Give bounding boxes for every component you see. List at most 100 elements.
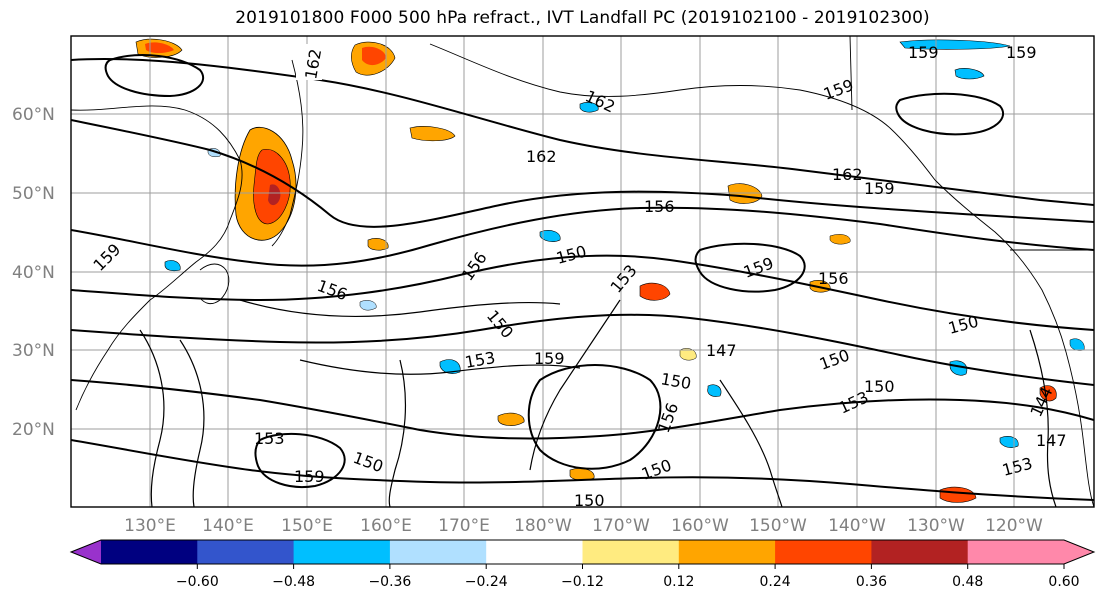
colorbar-tick-label: −0.24 <box>465 574 508 590</box>
contour-156 <box>71 206 1094 267</box>
asia-coastline <box>71 105 243 411</box>
positive-anomaly-patch <box>367 238 389 251</box>
colorbar-tick-label: 0.60 <box>1048 574 1079 590</box>
positive-anomaly-patch <box>409 126 456 142</box>
strong-positive-anomaly-patch <box>145 42 174 53</box>
positive-anomaly-patch <box>727 183 763 204</box>
colorbar-extension-max <box>1064 540 1094 564</box>
colorbar-outline <box>69 539 1096 565</box>
negative-anomaly-patch <box>539 230 561 242</box>
longitude-labels: 130°E 140°E 150°E 160°E 170°E 180°W 170°… <box>124 516 1043 536</box>
colorbar-tick-label: −0.60 <box>176 574 219 590</box>
lon-label: 160°W <box>671 516 729 536</box>
lat-label: 60°N <box>12 105 55 125</box>
contour-label: 150 <box>864 377 895 396</box>
contour-label: 159 <box>294 467 325 486</box>
lon-label: 150°W <box>749 516 807 536</box>
negative-anomaly-patch <box>164 260 181 272</box>
lat-label: 40°N <box>12 263 55 283</box>
max-anomaly-patch <box>268 184 281 206</box>
map-frame <box>70 35 1095 508</box>
japan-coastline <box>199 263 230 305</box>
lon-label: 160°E <box>360 516 412 536</box>
colorbar-tick-label: 0.24 <box>760 574 791 590</box>
colorbar-tick-label: 0.12 <box>663 574 694 590</box>
contour-159 <box>71 119 1094 228</box>
contour-label: 153 <box>254 429 285 448</box>
colorbar-tick-label: 0.48 <box>952 574 983 590</box>
lon-label: 130°E <box>124 516 176 536</box>
colorbar-segment <box>967 540 1065 564</box>
negative-anomaly-patch <box>954 68 985 80</box>
contour-147 <box>71 379 1094 440</box>
contour-150-south <box>71 439 1094 501</box>
alaska-coastline <box>429 43 936 181</box>
contour-thin <box>388 359 407 507</box>
contour-label: 159 <box>1006 43 1037 62</box>
colorbar-segments <box>69 539 1096 565</box>
lon-label: 170°E <box>438 516 490 536</box>
refractivity-contours <box>71 54 1094 501</box>
colorbar-segment <box>582 540 680 564</box>
shaded-anomalies <box>135 38 1085 503</box>
colorbar-tick-label: −0.12 <box>561 574 604 590</box>
contour-label: 156 <box>644 197 675 216</box>
colorbar-tick-label: 0.36 <box>856 574 887 590</box>
contour-label: 162 <box>526 147 557 166</box>
lon-label: 170°W <box>592 516 650 536</box>
figure-title: 2019101800 F000 500 hPa refract., IVT La… <box>235 8 930 28</box>
lon-label: 120°W <box>985 516 1043 536</box>
colorbar-segment <box>197 540 295 564</box>
contour-thin <box>299 359 581 375</box>
refractivity-contours-thin <box>139 299 1057 507</box>
weak-positive-anomaly-patch <box>829 234 851 245</box>
contour-thin <box>719 379 783 507</box>
colorbar-segment <box>678 540 776 564</box>
lon-label: 140°E <box>202 516 254 536</box>
negative-anomaly-patch <box>439 359 461 374</box>
colorbar-tick-label: −0.36 <box>368 574 411 590</box>
contour-label: 150 <box>574 491 605 510</box>
positive-anomaly-patch <box>1039 385 1057 402</box>
contour-loop <box>254 432 346 488</box>
colorbar-extension-min <box>71 540 101 564</box>
label-bg <box>296 44 322 80</box>
canada-border <box>849 36 1094 251</box>
lat-label: 50°N <box>12 184 55 204</box>
negative-anomaly-patch <box>707 384 722 397</box>
positive-anomaly-patch <box>497 412 525 426</box>
colorbar-segment <box>486 540 583 564</box>
contour-loop <box>694 242 806 293</box>
contour-153 <box>71 254 1094 331</box>
contour-thin <box>179 339 205 507</box>
colorbar-segment <box>871 540 969 564</box>
kamchatka-coastline <box>271 59 304 247</box>
contour-162 <box>71 58 1094 206</box>
lon-label: 140°W <box>828 516 886 536</box>
contour-loop <box>527 364 662 470</box>
lon-label: 180°W <box>514 516 572 536</box>
colorbar-segment <box>775 540 872 564</box>
strong-positive-anomaly-patch <box>362 46 386 66</box>
north-america-coastline <box>934 179 1094 507</box>
contour-label: 159 <box>864 179 895 198</box>
lat-label: 30°N <box>12 341 55 361</box>
negative-anomaly-patch <box>949 360 968 376</box>
weak-negative-anomaly-patch <box>359 300 377 311</box>
lon-label: 150°E <box>281 516 333 536</box>
colorbar-tick-label: −0.48 <box>272 574 315 590</box>
contour-label: 159 <box>908 43 939 62</box>
contour-loop <box>895 92 1005 136</box>
lon-label: 130°W <box>907 516 965 536</box>
contour-thin <box>139 329 165 507</box>
colorbar-segment <box>389 540 487 564</box>
coastlines <box>71 36 1094 507</box>
contour-thin <box>1029 329 1057 507</box>
negative-anomaly-patch <box>579 102 599 113</box>
contour-label: 156 <box>818 269 849 288</box>
contour-label: 162 <box>832 165 863 184</box>
contour-label: 147 <box>706 341 737 360</box>
lat-label: 20°N <box>12 420 55 440</box>
